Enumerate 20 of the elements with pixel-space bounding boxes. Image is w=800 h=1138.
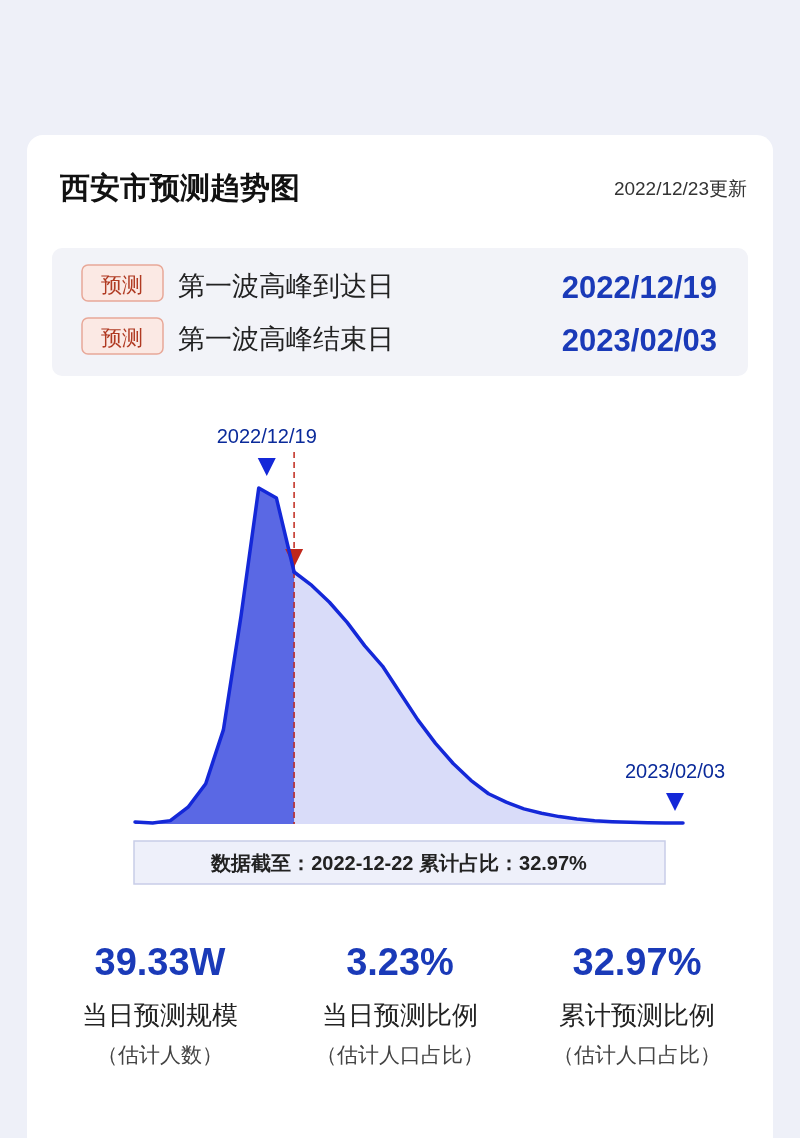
text: 39.33W — [94, 941, 226, 983]
text: 2022/12/19 — [561, 270, 717, 305]
text: 2023/02/03 — [561, 323, 717, 358]
text: 预测 — [101, 273, 143, 296]
text: 预测 — [101, 326, 143, 349]
text: （估计人口占比） — [553, 1043, 721, 1066]
text: 当日预测比例 — [322, 1000, 478, 1030]
text: 数据截至：2022-12-22 累计占比：32.97% — [210, 852, 588, 874]
chart-subtitle: 2022/12/23更新 — [613, 178, 747, 199]
chart-title: 西安市预测趋势图 — [59, 171, 300, 204]
text: 第一波高峰到达日 — [178, 271, 394, 301]
text: 3.23% — [346, 941, 454, 983]
text: （估计人口占比） — [316, 1043, 484, 1066]
text: 32.97% — [572, 941, 702, 983]
text: 2022/12/19 — [216, 425, 317, 447]
text: （估计人数） — [97, 1043, 223, 1066]
text: 第一波高峰结束日 — [178, 324, 394, 354]
text: 累计预测比例 — [559, 1000, 715, 1030]
annotation: 2023/02/03 — [624, 759, 726, 782]
text: 当日预测规模 — [82, 1000, 238, 1030]
